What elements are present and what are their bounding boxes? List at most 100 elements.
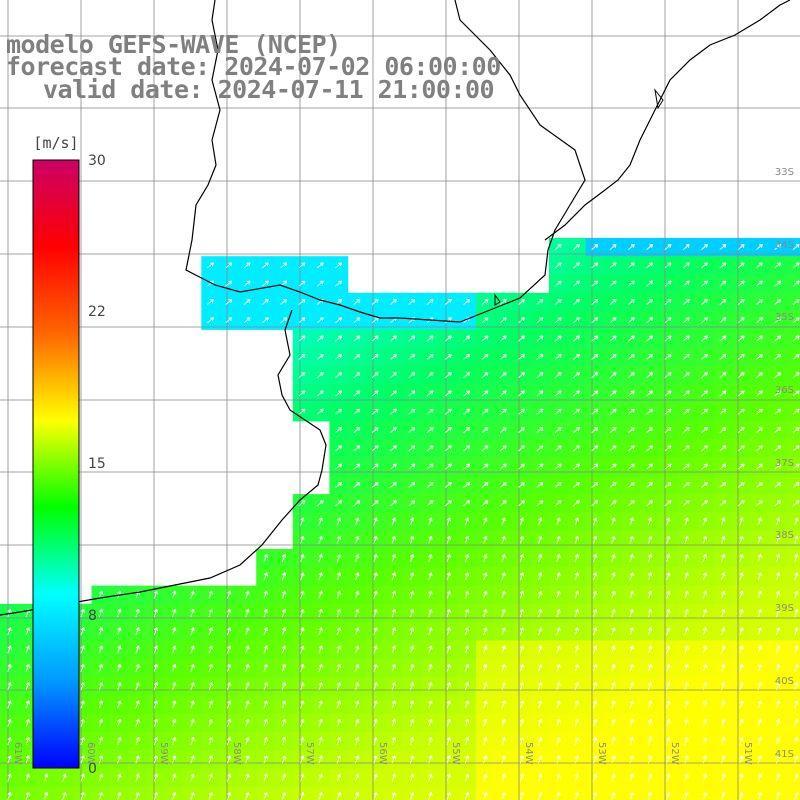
wind-arrow <box>573 298 580 305</box>
wind-arrow <box>353 317 361 324</box>
wind-arrow <box>756 500 763 507</box>
wind-arrow <box>501 608 506 617</box>
wind-arrow <box>98 718 104 727</box>
wind-arrow <box>536 427 544 433</box>
wind-arrow <box>774 317 782 324</box>
wind-arrow <box>609 463 617 470</box>
wind-arrow <box>318 627 323 636</box>
wind-arrow <box>666 535 671 544</box>
wind-arrow <box>355 608 360 617</box>
wind-arrow <box>629 737 634 746</box>
wind-arrow <box>609 262 617 269</box>
wind-arrow <box>336 663 342 672</box>
wind-arrow <box>647 682 653 691</box>
wind-arrow <box>684 535 689 544</box>
colorbar-tick-label: 0 <box>88 761 97 777</box>
wind-arrow <box>25 755 30 764</box>
wind-arrow <box>647 773 653 782</box>
wind-arrow <box>536 372 544 379</box>
wind-speed-cell <box>786 420 800 440</box>
wind-arrow <box>794 590 799 599</box>
wind-arrow <box>519 718 525 727</box>
wind-arrow <box>172 627 177 636</box>
wind-arrow <box>483 608 488 617</box>
wind-arrow <box>757 517 762 526</box>
wind-arrow <box>391 517 396 526</box>
wind-arrow <box>573 280 580 287</box>
wind-arrow <box>98 590 104 599</box>
wind-speed-cell <box>786 402 800 422</box>
wind-arrow <box>756 298 763 305</box>
wind-arrow <box>263 737 268 746</box>
wind-arrow <box>792 244 800 250</box>
wind-arrow <box>756 280 763 287</box>
wind-arrow <box>409 627 415 636</box>
wind-arrow <box>281 791 287 800</box>
wind-arrow <box>391 737 396 746</box>
wind-arrow <box>664 317 672 324</box>
wind-arrow <box>609 372 617 379</box>
wind-arrow <box>721 737 726 746</box>
wind-arrow <box>775 718 781 727</box>
wind-arrow <box>371 408 379 415</box>
wind-arrow <box>318 535 323 544</box>
wind-arrow <box>355 517 360 526</box>
wind-arrow <box>281 700 287 709</box>
wind-arrow <box>757 755 762 764</box>
wind-arrow <box>62 773 67 782</box>
wind-arrow <box>609 445 617 452</box>
wind-arrow <box>463 353 471 360</box>
wind-arrow <box>445 317 452 324</box>
wind-arrow <box>647 791 653 800</box>
wind-arrow <box>336 572 342 581</box>
wind-arrow <box>499 445 507 452</box>
wind-arrow <box>518 463 526 470</box>
wind-arrow <box>756 463 763 470</box>
wind-arrow <box>792 353 800 360</box>
wind-arrow <box>335 335 343 342</box>
wind-arrow <box>629 700 634 709</box>
wind-arrow <box>25 663 30 672</box>
wind-arrow <box>446 535 451 544</box>
wind-arrow <box>499 408 507 415</box>
wind-arrow <box>501 572 506 581</box>
wind-arrow <box>721 608 726 617</box>
wind-arrow <box>153 608 159 617</box>
wind-arrow <box>426 445 434 452</box>
wind-arrow <box>554 427 562 433</box>
wind-arrow <box>446 737 451 746</box>
wind-arrow <box>611 535 616 544</box>
wind-arrow <box>353 445 361 452</box>
wind-arrow <box>391 590 396 599</box>
wind-arrow <box>775 682 781 691</box>
wind-arrow <box>43 791 49 800</box>
wind-arrow <box>300 627 305 636</box>
wind-arrow <box>336 627 342 636</box>
wind-arrow <box>446 554 451 563</box>
wind-arrow <box>117 755 122 764</box>
wind-arrow <box>756 244 763 250</box>
wind-arrow <box>737 280 745 287</box>
wind-arrow <box>647 554 653 563</box>
wind-arrow <box>483 718 488 727</box>
wind-arrow <box>300 700 305 709</box>
wind-arrow <box>172 718 177 727</box>
wind-arrow <box>445 390 452 397</box>
wind-arrow <box>573 335 580 342</box>
wind-arrow <box>609 500 617 507</box>
wind-arrow <box>775 663 781 672</box>
wind-arrow <box>739 663 744 672</box>
wind-arrow <box>518 408 526 415</box>
wind-arrow <box>792 298 800 305</box>
wind-arrow <box>281 737 287 746</box>
wind-arrow <box>501 645 506 654</box>
wind-arrow <box>391 773 396 782</box>
wind-arrow <box>445 372 452 379</box>
wind-arrow <box>682 408 690 415</box>
wind-arrow <box>629 590 634 599</box>
wind-arrow <box>554 317 562 324</box>
wind-arrow <box>336 645 342 654</box>
wind-arrow <box>481 317 489 324</box>
wind-arrow <box>554 500 562 507</box>
wind-arrow <box>775 700 781 709</box>
